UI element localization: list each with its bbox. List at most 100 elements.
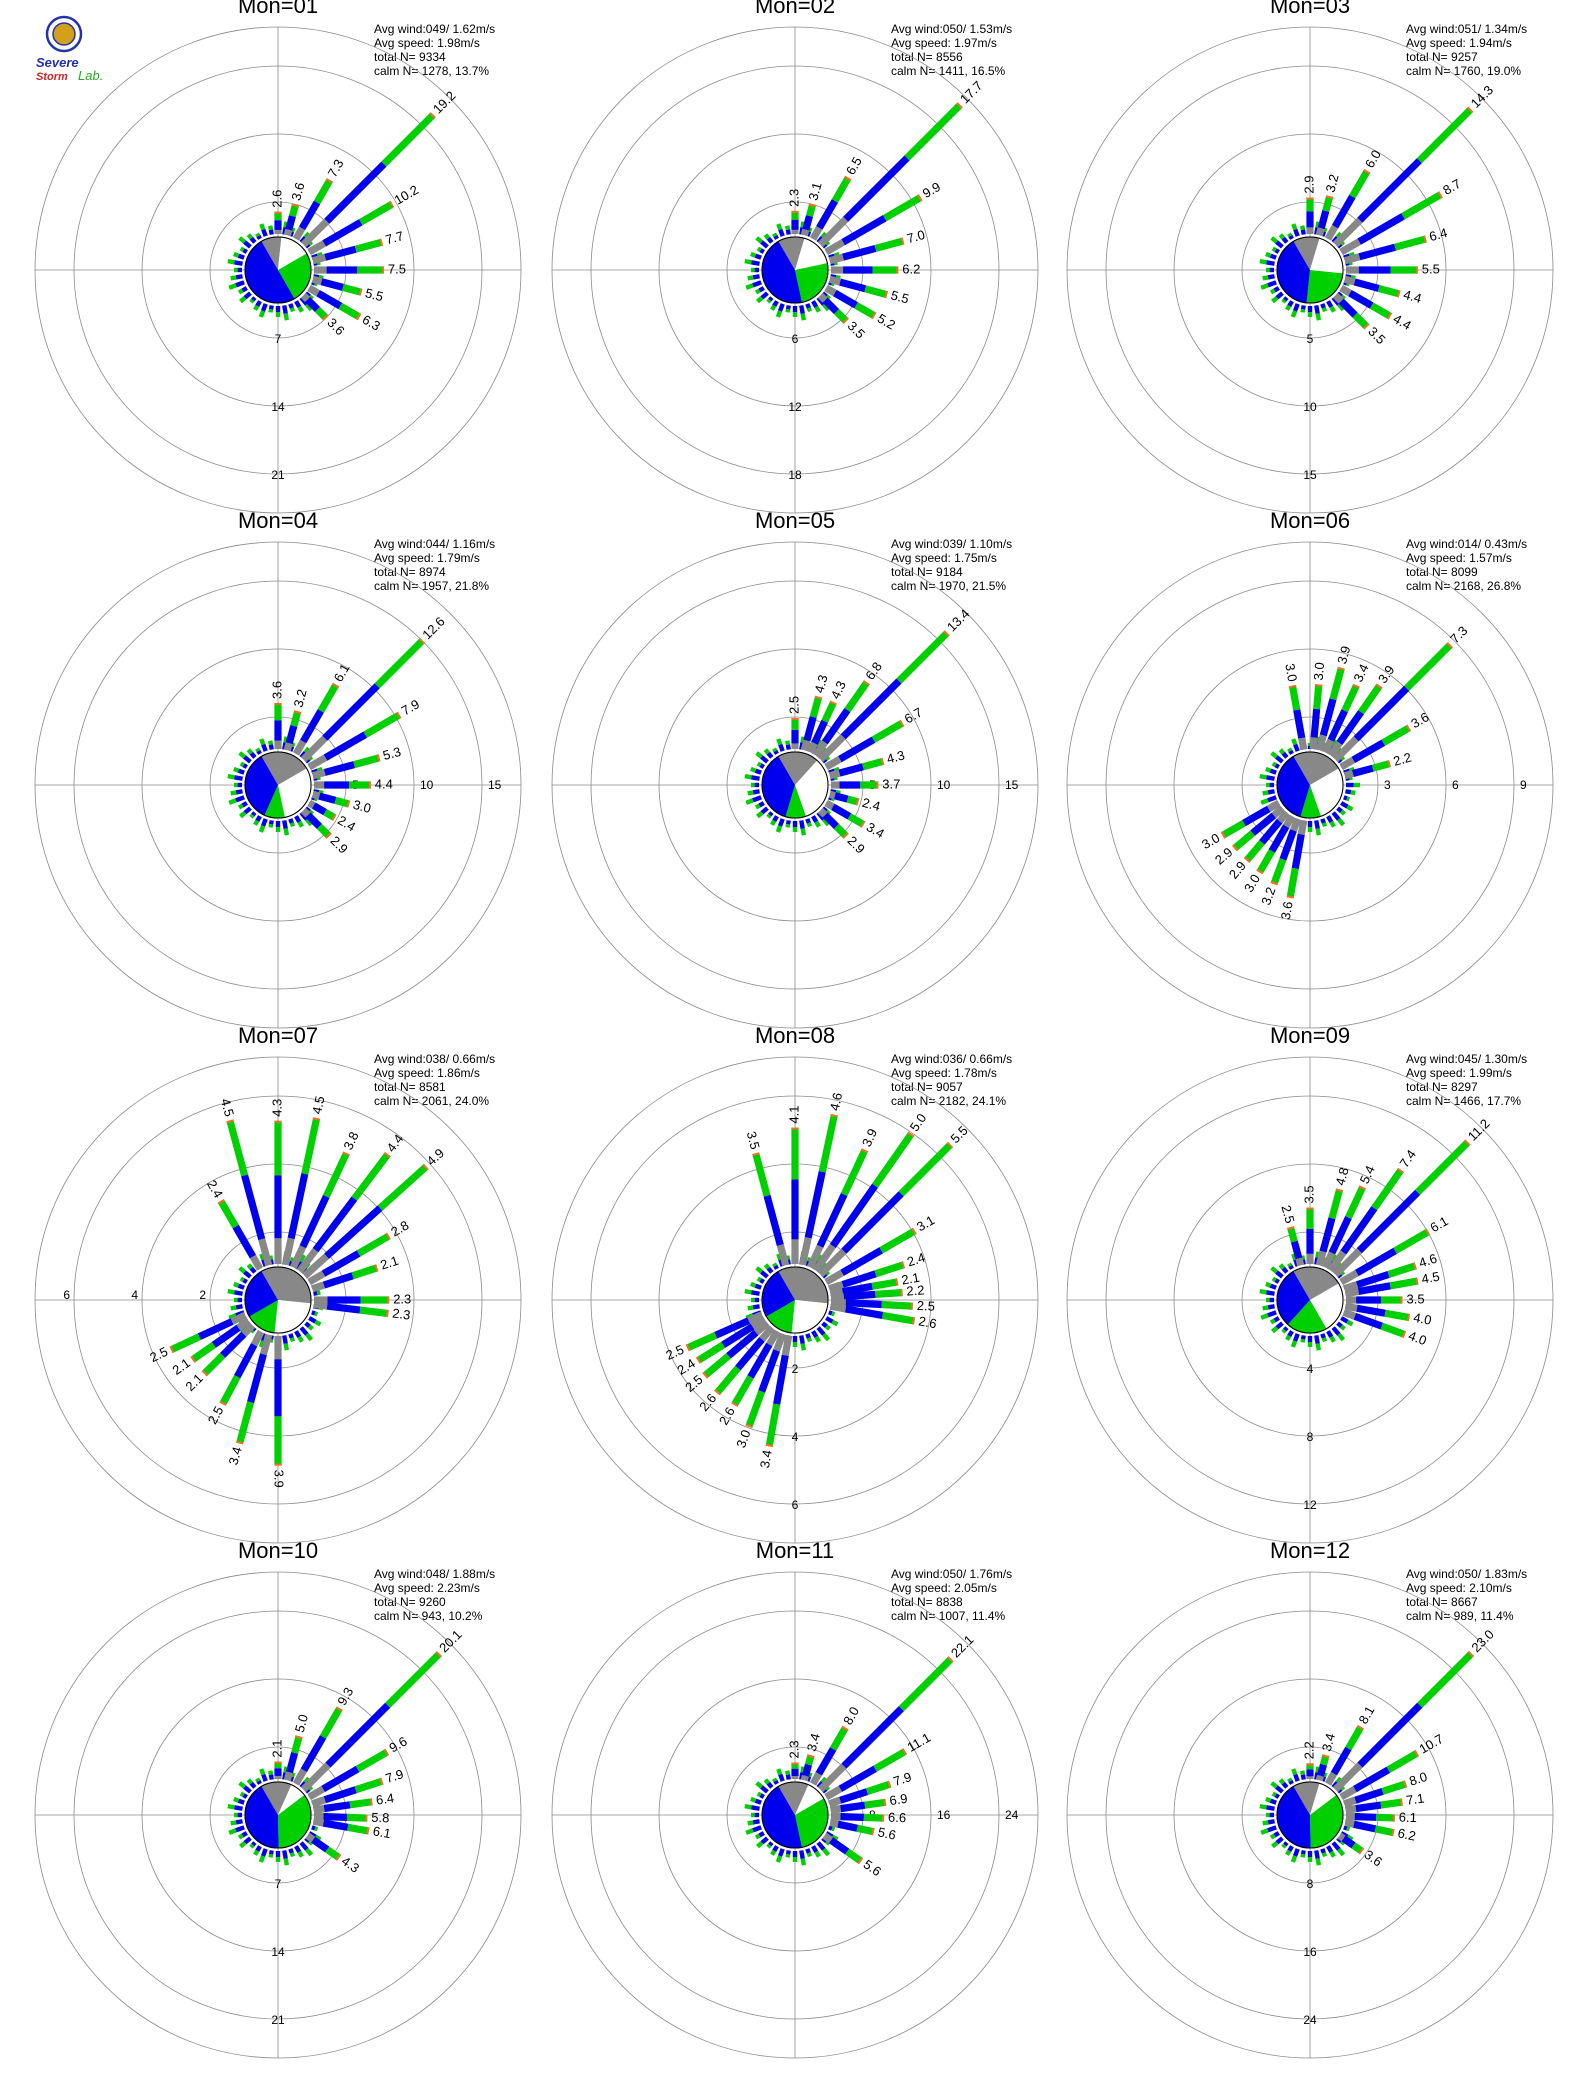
bar-value-label: 4.3 [828,678,849,701]
rose-bar-green [898,1141,954,1197]
rose-bar-tip [841,1725,849,1732]
minor-bar [776,738,783,746]
minor-bar [304,1321,311,1328]
minor-bar [778,1848,785,1857]
minor-bar [763,1778,770,1785]
bar-value-label: 2.1 [269,1740,284,1758]
ring-label: 9 [1520,778,1527,792]
stat-calm-n: calm N= 1411, 16.5% [891,64,1006,78]
minor-bar [1259,259,1267,265]
minor-bar [763,748,770,755]
minor-bar [1346,796,1351,802]
bar-value-label: 5.5 [947,1123,970,1146]
rose-bar-tip [335,1853,342,1861]
ring-label: 14 [271,1945,285,1959]
minor-bar [750,766,757,773]
pie-slice-blue [761,241,802,304]
minor-bar [1267,1310,1277,1318]
rose-bar-gray [800,228,810,237]
stat-calm-n: calm N= 989, 11.4% [1406,1609,1514,1623]
minor-bar [1273,286,1280,293]
minor-bar [261,743,268,752]
minor-bar [760,291,769,300]
bar-value-label: 11.2 [1465,1116,1493,1144]
minor-bar [770,304,777,311]
bar-value-label: 3.6 [269,681,284,699]
rose-bar-blue [714,1317,751,1339]
rose-bar-tip [860,820,866,828]
minor-bar [768,1841,774,1847]
rose-bar-green [1220,820,1246,839]
bar-value-label: 2.3 [786,1740,801,1758]
rose-bar-blue [324,1205,383,1259]
minor-bar [806,822,813,828]
rose-bar-blue [1310,708,1321,738]
rose-bar-green [338,302,362,321]
rose-bar-blue [312,802,327,816]
minor-bar [1300,305,1306,310]
stat-calm-n: calm N= 943, 10.2% [374,1609,483,1623]
rose-bar-gray [824,239,845,256]
minor-bar [235,274,243,280]
rose-bar-tip [1415,266,1418,274]
pie-slice-blue [761,1786,802,1849]
minor-bar [1260,1828,1269,1835]
minor-bar [1274,1278,1280,1284]
logo-text-3: Lab. [78,68,103,83]
minor-bar [268,305,274,310]
stat-avg-speed: Avg speed: 1.75m/s [891,551,997,565]
minor-bar [289,822,296,828]
minor-bar [235,280,245,288]
minor-bar [831,1319,839,1327]
minor-bar [1314,1335,1320,1344]
minor-bar [1307,1851,1313,1857]
rose-bar-green [1306,197,1314,212]
rose-bar-tip [899,719,905,728]
minor-bar [766,1266,774,1274]
rose-bar-blue [321,1765,360,1792]
bar-value-label: 3.0 [351,797,372,816]
rose-bar-gray [1344,1819,1355,1828]
rose-bar-tip [1446,642,1453,649]
rose-bar-blue [305,812,322,829]
minor-bar [1269,1812,1274,1818]
rose-bar-blue [312,1196,358,1253]
minor-bar [1287,1845,1294,1852]
rose-bar-green [1381,724,1411,746]
minor-bar [283,1343,289,1351]
minor-bar [1320,1848,1326,1854]
minor-bar [1340,1324,1346,1331]
rose-bar-blue [758,1349,780,1393]
rose-bar-gray [1343,1796,1357,1808]
minor-bar [316,1290,321,1296]
rose-bar-blue [1293,709,1306,739]
rose-bar-green [313,178,334,205]
rose-bar-blue [773,1354,789,1405]
minor-bar [1278,1778,1285,1785]
minor-bar [744,774,752,780]
minor-bar [259,738,266,746]
stat-avg-wind: Avg wind:048/ 1.88m/s [374,1567,495,1581]
minor-bar [303,231,311,239]
minor-bar [816,1326,826,1336]
rose-bar-gray [1324,1771,1337,1786]
rose-bar-gray [1339,238,1361,256]
outer-ring [34,1571,522,2059]
panel-title: Mon=01 [238,0,318,18]
minor-bar [805,818,811,824]
pie-slice-blue [244,1786,279,1849]
minor-bar [792,1851,798,1857]
rose-bar-gray [1343,253,1361,265]
rose-bar-blue [300,709,324,744]
pie-slice-blue [1276,1786,1311,1849]
stat-avg-wind: Avg wind:050/ 1.83m/s [1406,1567,1527,1581]
minor-bar [820,1776,828,1784]
rose-bar-blue [323,761,356,776]
rose-bar-green [840,1148,869,1197]
minor-bar [268,1770,274,1776]
bar-value-label: 5.0 [907,1111,930,1134]
minor-bar [800,1858,806,1866]
minor-bar [755,1781,763,1789]
range-ring-2 [141,133,415,407]
